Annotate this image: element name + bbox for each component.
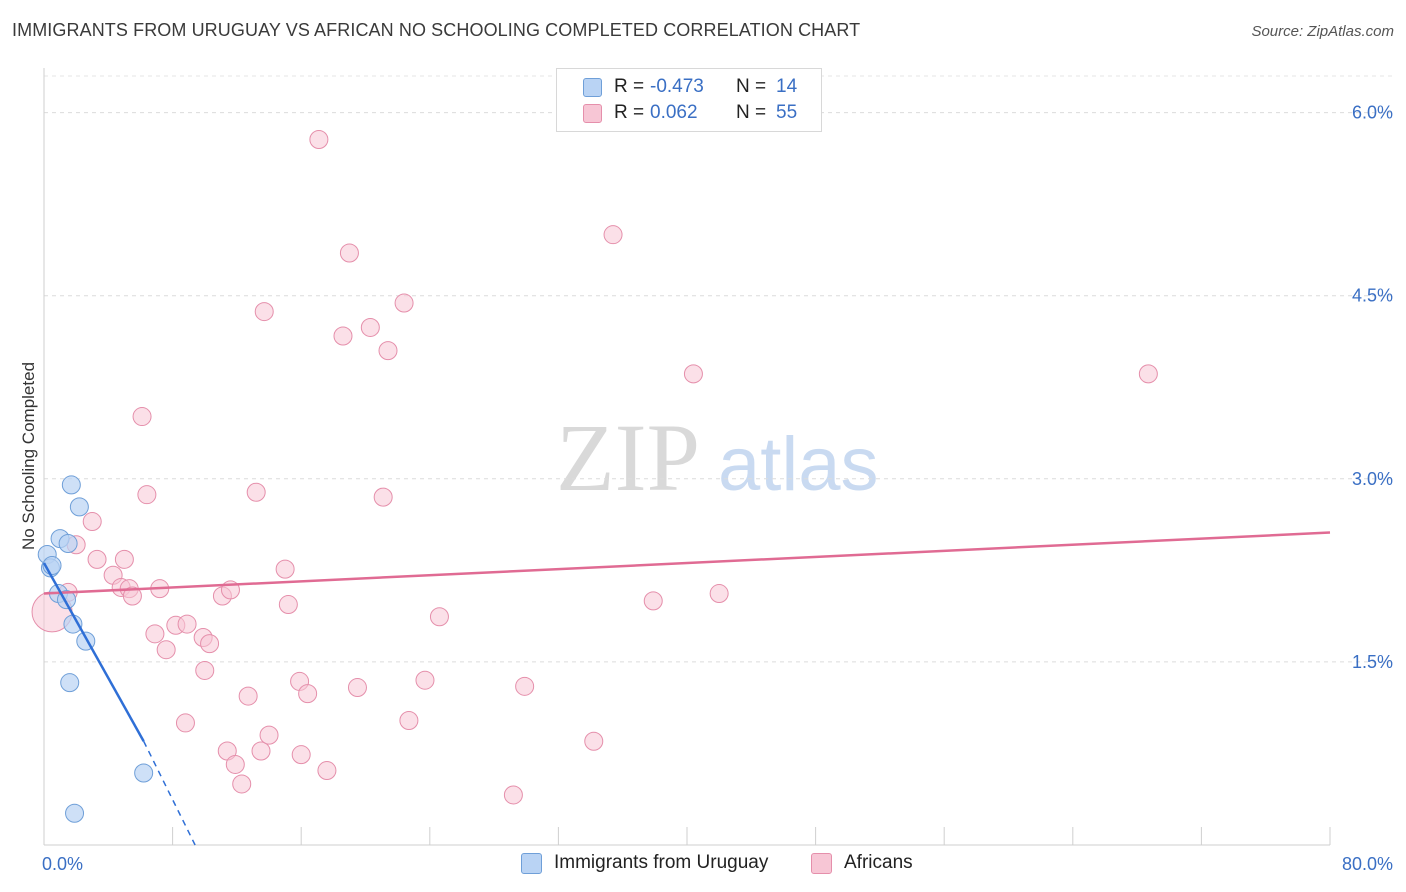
africans-point	[603, 225, 623, 245]
africans-point	[339, 243, 359, 263]
africans-point	[278, 595, 298, 615]
legend-item-africans[interactable]: Africans	[811, 852, 913, 874]
africans-swatch	[583, 103, 602, 123]
n-label: N =	[736, 76, 767, 97]
africans-point	[415, 670, 435, 690]
africans-point	[643, 591, 663, 611]
africans-point	[232, 774, 252, 794]
stats-legend-row-africans: R = 0.062 N = 55	[583, 101, 797, 125]
y-tick-label: 3.0%	[1352, 469, 1393, 489]
r-label: R =	[614, 76, 645, 97]
africans-point	[177, 614, 197, 634]
africans-point	[1138, 364, 1158, 384]
africans-point	[373, 487, 393, 507]
uruguay-point	[61, 475, 81, 495]
africans-point	[309, 129, 329, 149]
africans-point	[378, 341, 398, 361]
africans-point	[156, 640, 176, 660]
uruguay-point	[65, 803, 85, 823]
y-tick-label: 6.0%	[1352, 103, 1393, 123]
africans-point	[175, 713, 195, 733]
uruguay-point	[134, 763, 154, 783]
africans-point	[291, 745, 311, 765]
watermark-atlas: atlas	[718, 422, 879, 507]
africans-point	[347, 678, 367, 698]
africans-point	[251, 741, 271, 761]
africans-point	[82, 512, 102, 532]
africans-point	[238, 686, 258, 706]
africans-point	[254, 302, 274, 322]
legend-label-africans: Africans	[844, 852, 913, 873]
africans-point	[503, 785, 523, 805]
africans-point	[246, 482, 266, 502]
n-value: 14	[776, 76, 798, 97]
legend-label-uruguay: Immigrants from Uruguay	[554, 852, 769, 873]
x-tick-label-min: 0.0%	[42, 854, 83, 874]
africans-point	[584, 731, 604, 751]
y-tick-label: 4.5%	[1352, 286, 1393, 306]
africans-point	[122, 586, 142, 606]
x-tick-label-max: 80.0%	[1342, 854, 1393, 874]
y-tick-label: 1.5%	[1352, 652, 1393, 672]
y-axis-title: No Schooling Completed	[19, 362, 38, 550]
africans-trendline	[43, 531, 1331, 595]
uruguay-point	[58, 534, 78, 554]
uruguay-trendline-solid	[42, 562, 145, 742]
africans-point	[87, 549, 107, 569]
africans-point	[709, 584, 729, 604]
uruguay-swatch	[583, 77, 602, 97]
africans-point	[317, 761, 337, 781]
africans-point	[399, 710, 419, 730]
chart-title: IMMIGRANTS FROM URUGUAY VS AFRICAN NO SC…	[12, 20, 861, 40]
r-label: R =	[614, 102, 645, 123]
series-legend: Immigrants from Uruguay Africans	[0, 852, 1406, 878]
uruguay-point	[60, 673, 80, 693]
africans-point	[298, 684, 318, 704]
stats-legend-row-uruguay: R = -0.473 N = 14	[583, 75, 797, 99]
uruguay-point	[69, 497, 89, 517]
africans-point	[132, 407, 152, 427]
watermark-zip: ZIP	[556, 404, 700, 511]
source-label: Source: ZipAtlas.com	[1251, 23, 1394, 40]
africans-point	[145, 624, 165, 644]
stats-legend: R = -0.473 N = 14 R = 0.062 N = 55	[556, 68, 822, 132]
africans-point	[195, 660, 215, 680]
africans-point	[429, 607, 449, 627]
africans-point	[275, 559, 295, 579]
africans-point	[683, 364, 703, 384]
africans-point	[137, 485, 157, 505]
r-value: -0.473	[650, 76, 704, 97]
r-value: 0.062	[650, 102, 698, 123]
africans-point	[259, 725, 279, 745]
legend-item-uruguay[interactable]: Immigrants from Uruguay	[521, 852, 768, 874]
africans-point	[333, 326, 353, 346]
n-label: N =	[736, 102, 767, 123]
africans-point	[200, 634, 220, 654]
africans-point	[394, 293, 414, 313]
africans-point	[114, 549, 134, 569]
africans-point	[360, 317, 380, 337]
n-value: 55	[776, 102, 798, 123]
uruguay-trendline-dashed	[142, 740, 196, 846]
africans-legend-swatch	[811, 852, 832, 874]
africans-point	[515, 676, 535, 696]
africans-point	[225, 754, 245, 774]
uruguay-legend-swatch	[521, 852, 542, 874]
